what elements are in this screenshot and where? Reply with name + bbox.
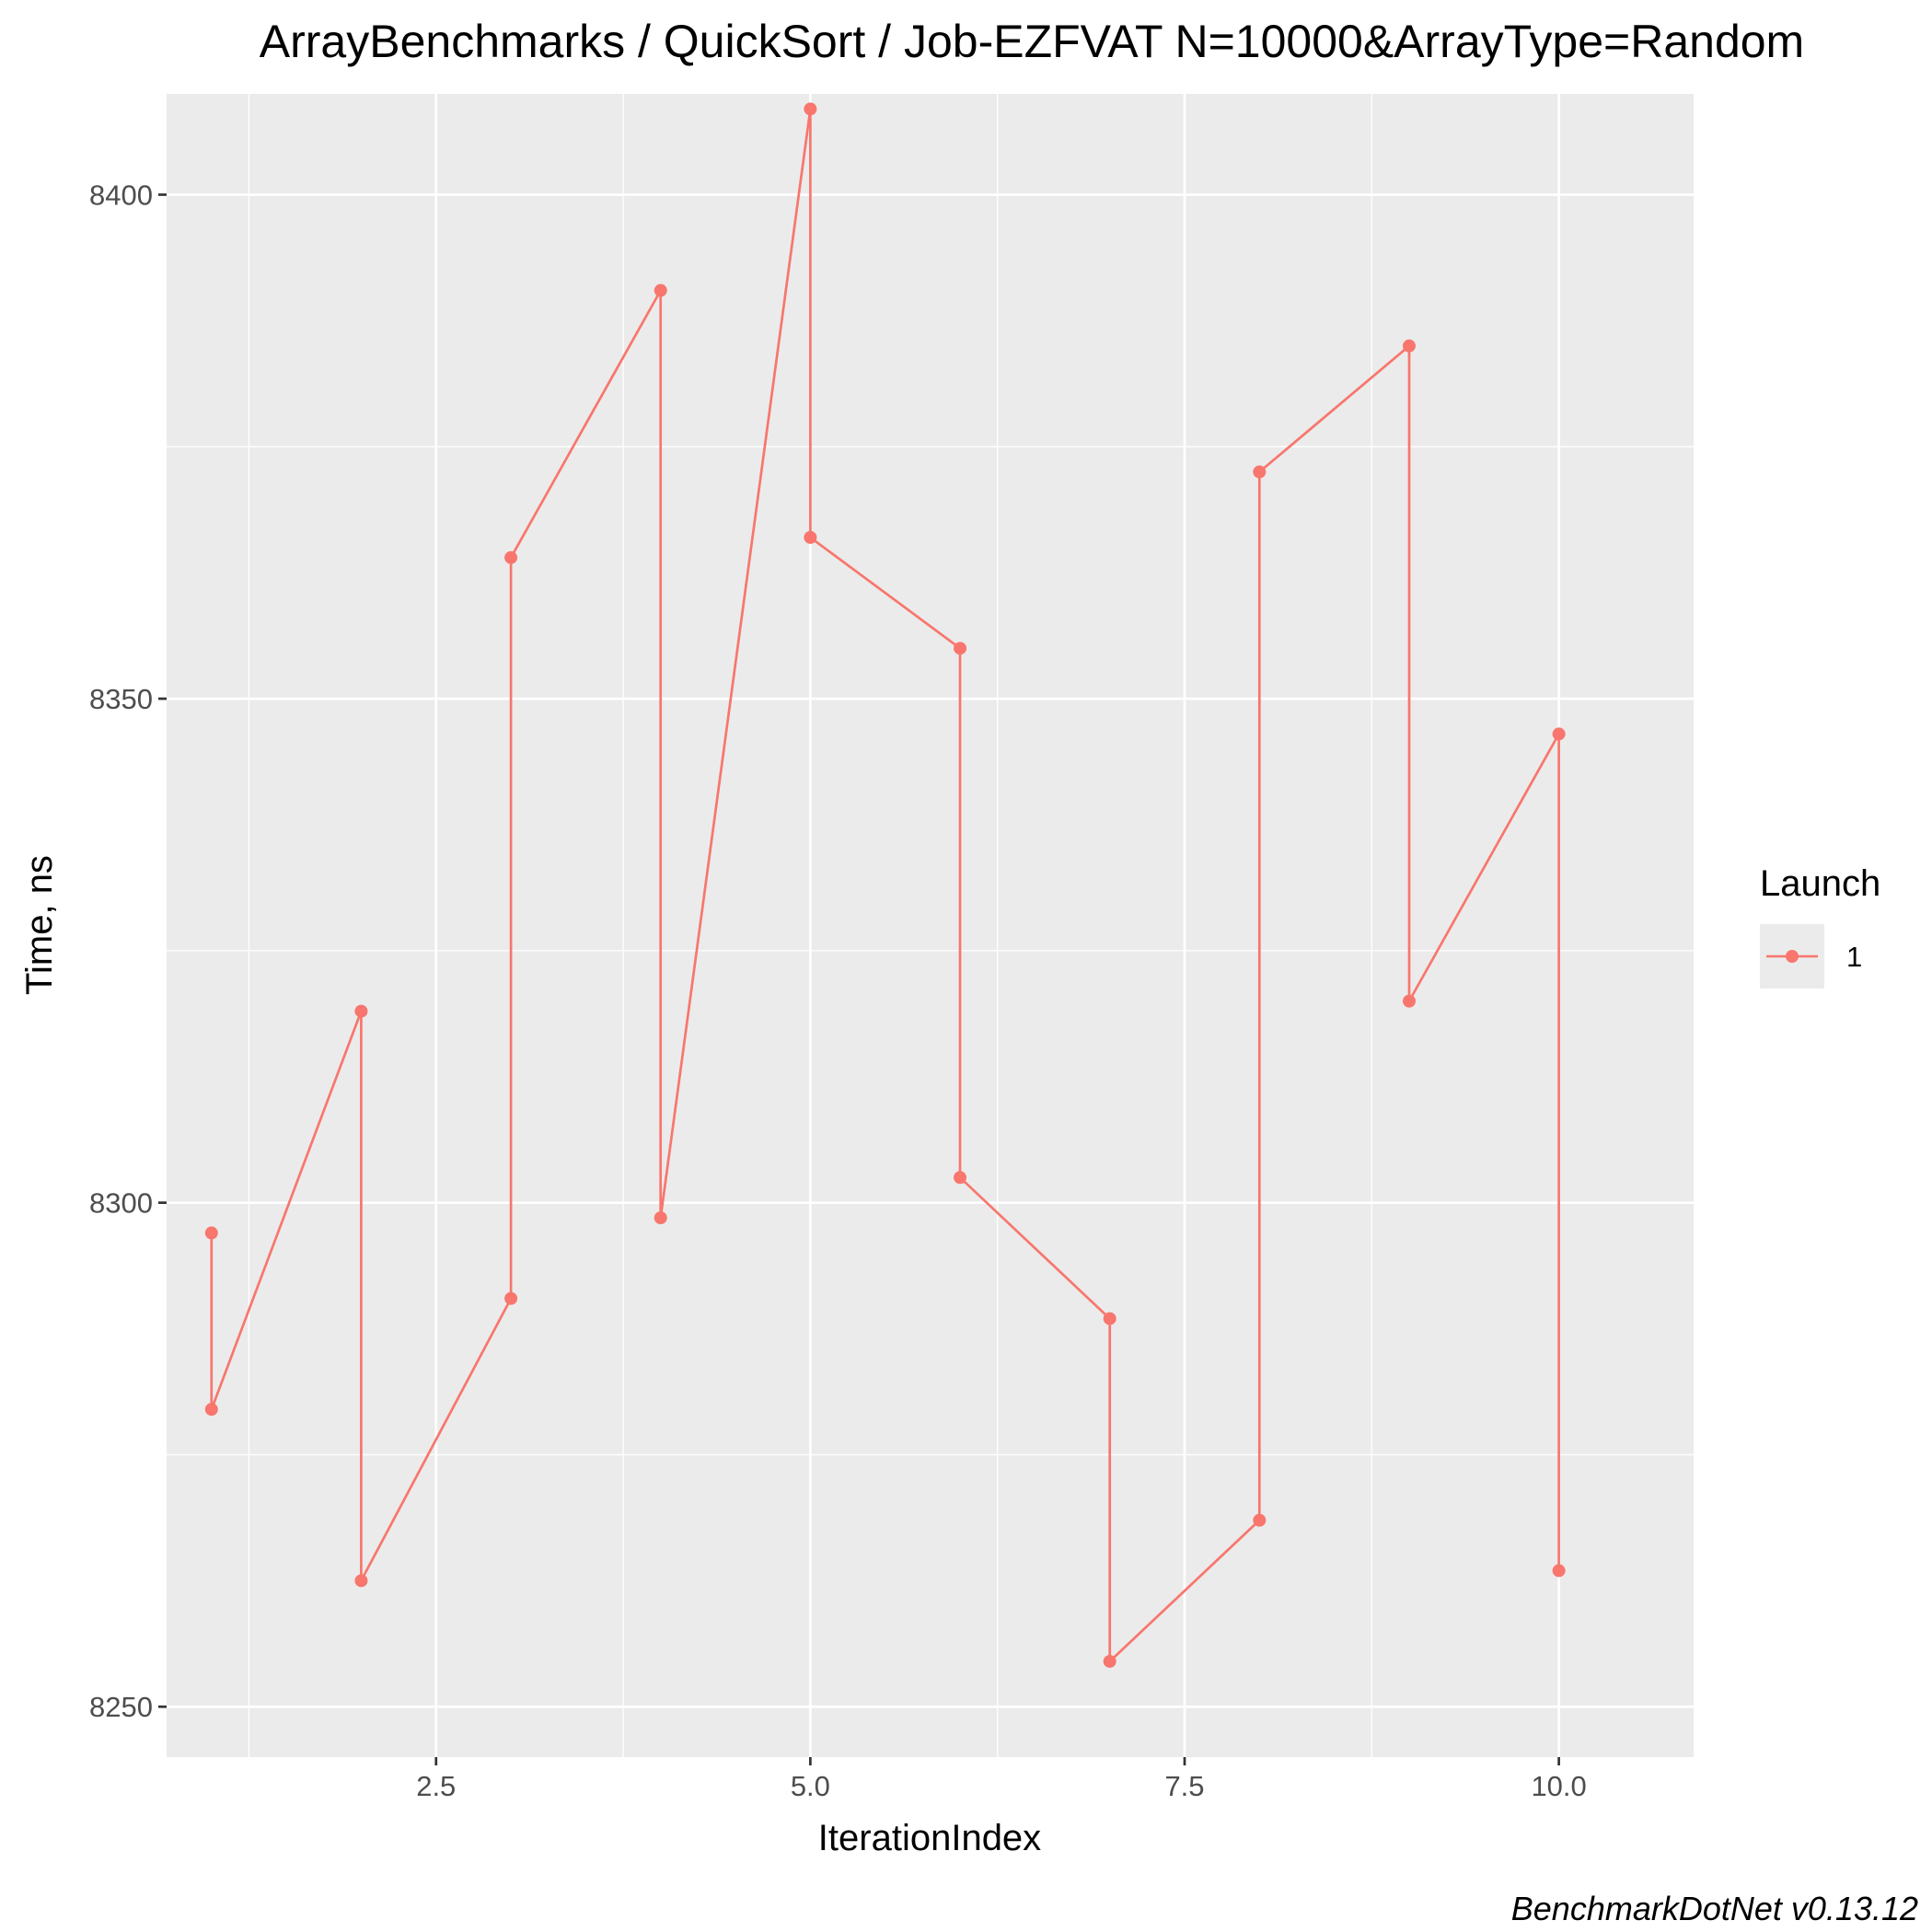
data-point [1402,339,1416,353]
data-point [1103,1654,1116,1668]
major-gridlines [167,94,1694,1757]
x-tick-label: 2.5 [416,1770,456,1802]
data-point [1253,465,1267,479]
minor-gridlines [167,94,1694,1757]
data-point [654,1211,667,1225]
plot-panel [167,94,1694,1757]
data-point [1552,1564,1566,1578]
data-point [954,1171,967,1185]
data-point [804,530,817,544]
y-tick-label: 8250 [89,1691,153,1723]
x-tick-label: 5.0 [791,1770,830,1802]
y-axis: 8250 8300 8350 8400 [89,179,167,1723]
data-point [654,283,667,297]
data-point [804,102,817,116]
y-tick-label: 8400 [89,179,153,212]
x-axis-title: IterationIndex [818,1818,1041,1858]
data-point [354,1004,368,1018]
data-point [954,642,967,655]
data-point [1402,994,1416,1008]
caption: BenchmarkDotNet v0.13.12 [1511,1890,1918,1927]
data-point [204,1403,218,1417]
y-tick-label: 8300 [89,1187,153,1220]
data-point [204,1226,218,1240]
legend: Launch 1 [1760,863,1880,989]
series-line [210,108,1560,1663]
legend-label-1: 1 [1846,941,1862,973]
data-point [1552,727,1566,741]
y-axis-title: Time, ns [19,855,60,995]
data-point [1253,1513,1267,1527]
data-point [354,1574,368,1588]
data-point [504,1291,518,1305]
x-tick-label: 7.5 [1164,1770,1204,1802]
y-tick-label: 8350 [89,683,153,715]
data-point [1103,1312,1116,1325]
data-point [504,550,518,564]
legend-key-point [1786,950,1799,963]
series-layer [204,102,1566,1668]
x-axis: 2.5 5.0 7.5 10.0 [416,1757,1587,1802]
chart-title: ArrayBenchmarks / QuickSort / Job-EZFVAT… [260,16,1804,67]
x-tick-label: 10.0 [1531,1770,1586,1802]
legend-title: Launch [1760,863,1880,904]
